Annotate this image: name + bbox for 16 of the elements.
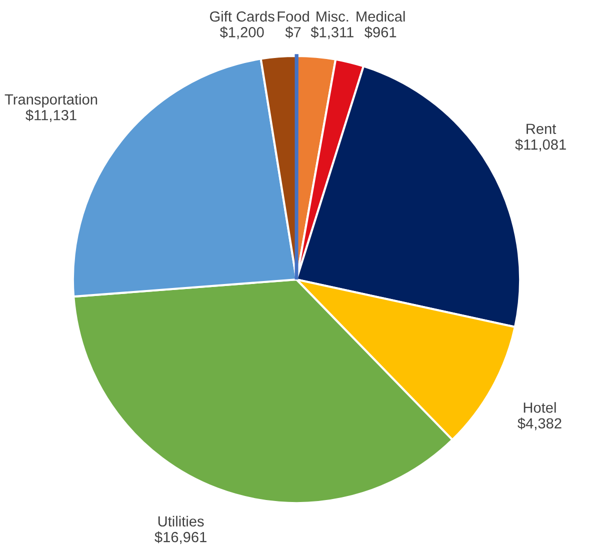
slice-label: Utilities [158, 516, 204, 527]
slice-label: Gift Cards [210, 10, 274, 22]
slice-label: Transportation [4, 94, 98, 108]
slice-label: Misc. [316, 10, 348, 22]
slice-label: Hotel [524, 402, 556, 413]
data-label: $1,311 [310, 26, 354, 40]
slice-label: Food [278, 10, 309, 22]
data-label: $4,382 [518, 418, 562, 430]
data-label: $7 [285, 26, 301, 38]
data-label: $961 [364, 26, 396, 38]
slice-label: Medical [356, 10, 405, 22]
data-label: $11,081 [515, 138, 566, 152]
data-label: $11,131 [26, 109, 76, 122]
data-label: $16,961 [154, 531, 206, 544]
slice-label: Rent [526, 124, 556, 134]
data-label: $1,200 [220, 26, 264, 40]
